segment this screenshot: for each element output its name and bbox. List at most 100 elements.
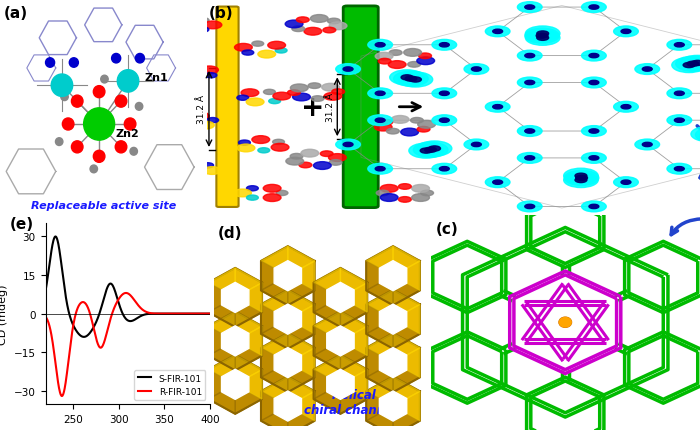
Circle shape (246, 99, 264, 107)
Polygon shape (366, 367, 393, 392)
Circle shape (564, 171, 598, 186)
Polygon shape (274, 304, 302, 335)
Polygon shape (349, 283, 368, 313)
Polygon shape (244, 326, 262, 356)
Polygon shape (401, 261, 420, 291)
Circle shape (440, 119, 449, 123)
Polygon shape (314, 345, 340, 371)
Polygon shape (261, 261, 280, 291)
Polygon shape (261, 333, 288, 358)
Circle shape (252, 136, 270, 144)
Circle shape (71, 96, 83, 108)
Circle shape (170, 169, 188, 177)
Circle shape (171, 74, 183, 79)
Circle shape (164, 119, 183, 126)
Polygon shape (274, 261, 302, 291)
Circle shape (304, 28, 322, 36)
Circle shape (525, 157, 535, 161)
Circle shape (375, 43, 385, 48)
Polygon shape (366, 261, 385, 291)
Circle shape (425, 148, 437, 153)
Circle shape (418, 121, 435, 129)
Circle shape (691, 127, 700, 142)
Circle shape (135, 54, 144, 64)
Circle shape (90, 166, 97, 173)
Polygon shape (209, 312, 235, 337)
Circle shape (174, 17, 193, 25)
Circle shape (380, 120, 393, 126)
Text: Zn1: Zn1 (144, 72, 168, 83)
Polygon shape (261, 324, 288, 349)
Circle shape (621, 30, 631, 34)
Polygon shape (393, 246, 420, 272)
Circle shape (621, 181, 631, 185)
Circle shape (398, 73, 433, 88)
Circle shape (493, 181, 503, 185)
Circle shape (410, 118, 424, 124)
Circle shape (290, 154, 303, 160)
Polygon shape (393, 280, 420, 306)
Polygon shape (235, 355, 262, 380)
Circle shape (417, 127, 430, 133)
Circle shape (206, 118, 218, 123)
Circle shape (93, 86, 105, 98)
Circle shape (643, 143, 652, 147)
FancyBboxPatch shape (343, 7, 378, 208)
Polygon shape (393, 367, 420, 392)
Polygon shape (296, 261, 315, 291)
Circle shape (517, 3, 542, 13)
Polygon shape (209, 268, 262, 327)
Circle shape (517, 202, 542, 212)
Polygon shape (366, 305, 385, 334)
Circle shape (517, 78, 542, 89)
R-FIR-101 (140, 308, 148, 313)
R-FIR-101 (202, 311, 211, 316)
Circle shape (419, 54, 431, 59)
Circle shape (275, 49, 287, 54)
Polygon shape (296, 348, 315, 378)
Circle shape (589, 81, 598, 86)
Circle shape (692, 61, 700, 66)
Circle shape (472, 68, 482, 72)
Circle shape (614, 27, 638, 37)
Polygon shape (235, 312, 262, 337)
Polygon shape (393, 411, 420, 430)
FancyBboxPatch shape (216, 7, 239, 208)
Polygon shape (235, 268, 262, 293)
Circle shape (696, 128, 700, 143)
Circle shape (589, 157, 598, 161)
Circle shape (201, 67, 218, 74)
Circle shape (536, 34, 548, 39)
Polygon shape (261, 280, 288, 306)
Legend: S-FIR-101, R-FIR-101: S-FIR-101, R-FIR-101 (134, 370, 206, 400)
Polygon shape (366, 411, 393, 430)
Polygon shape (296, 305, 315, 334)
Polygon shape (379, 348, 407, 378)
Polygon shape (261, 290, 315, 349)
Circle shape (321, 151, 333, 157)
Polygon shape (366, 246, 420, 306)
Circle shape (336, 140, 360, 150)
Polygon shape (401, 348, 420, 378)
Circle shape (464, 140, 489, 150)
R-FIR-101 (122, 291, 130, 296)
Polygon shape (209, 312, 262, 371)
Circle shape (276, 191, 288, 196)
Circle shape (130, 148, 137, 156)
Circle shape (667, 164, 692, 175)
Polygon shape (261, 246, 288, 272)
Polygon shape (209, 302, 235, 327)
Circle shape (485, 177, 510, 188)
Circle shape (635, 64, 659, 75)
Circle shape (416, 58, 435, 65)
Circle shape (286, 158, 304, 166)
Circle shape (237, 145, 255, 153)
Polygon shape (366, 377, 393, 402)
Circle shape (62, 119, 74, 131)
Circle shape (525, 29, 559, 44)
Polygon shape (209, 355, 235, 380)
Circle shape (312, 96, 324, 102)
Text: 31.2 Å: 31.2 Å (326, 93, 335, 122)
Circle shape (526, 27, 560, 42)
Circle shape (380, 194, 398, 202)
